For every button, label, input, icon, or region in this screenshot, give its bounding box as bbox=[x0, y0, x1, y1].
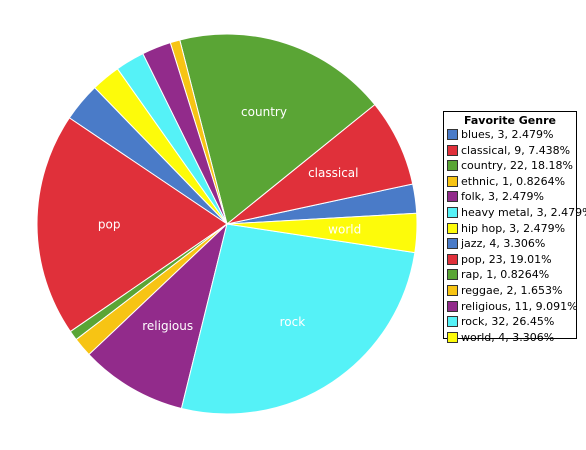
legend-entry-world: world, 4, 3.306% bbox=[444, 330, 576, 346]
legend-swatch bbox=[447, 316, 458, 328]
pie-slices bbox=[36, 33, 418, 415]
legend-entry-label: reggae, 2, 1.653% bbox=[461, 283, 563, 297]
legend-entry-label: heavy metal, 3, 2.479% bbox=[461, 205, 586, 219]
legend-entry-label: religious, 11, 9.091% bbox=[461, 299, 578, 313]
legend-swatch bbox=[447, 269, 458, 281]
legend-swatch bbox=[447, 253, 458, 265]
pie-slice-country bbox=[179, 33, 376, 225]
legend-entry-label: rap, 1, 0.8264% bbox=[461, 268, 550, 282]
pie-slice-rock bbox=[180, 223, 416, 415]
legend-entry-country: country, 22, 18.18% bbox=[444, 158, 576, 174]
legend-entry-label: rock, 32, 26.45% bbox=[461, 315, 555, 329]
legend-swatch bbox=[447, 238, 458, 250]
legend-swatch bbox=[447, 331, 458, 343]
legend-entry-jazz: jazz, 4, 3.306% bbox=[444, 236, 576, 252]
slice-label-classical: classical bbox=[308, 166, 358, 180]
legend-entry-reggae: reggae, 2, 1.653% bbox=[444, 283, 576, 299]
legend-swatch bbox=[447, 191, 458, 203]
slice-label-country: country bbox=[241, 105, 287, 119]
legend-entry-heavy-metal: heavy metal, 3, 2.479% bbox=[444, 205, 586, 221]
legend-entry-hip-hop: hip hop, 3, 2.479% bbox=[444, 221, 576, 237]
legend-entry-label: ethnic, 1, 0.8264% bbox=[461, 174, 566, 188]
legend-swatch bbox=[447, 160, 458, 172]
legend-entry-blues: blues, 3, 2.479% bbox=[444, 127, 576, 143]
legend-entry-religious: religious, 11, 9.091% bbox=[444, 299, 578, 315]
legend-entry-label: hip hop, 3, 2.479% bbox=[461, 221, 566, 235]
legend-entry-label: country, 22, 18.18% bbox=[461, 159, 573, 173]
legend-entry-label: folk, 3, 2.479% bbox=[461, 190, 544, 204]
legend-swatch bbox=[447, 175, 458, 187]
legend-entry-rock: rock, 32, 26.45% bbox=[444, 314, 576, 330]
legend-entries: blues, 3, 2.479% classical, 9, 7.438% coun… bbox=[444, 127, 586, 346]
legend-entry-label: pop, 23, 19.01% bbox=[461, 252, 552, 266]
legend-entry-label: classical, 9, 7.438% bbox=[461, 143, 571, 157]
legend-entry-folk: folk, 3, 2.479% bbox=[444, 189, 576, 205]
pie-slice-pop bbox=[36, 117, 228, 333]
legend-entry-ethnic: ethnic, 1, 0.8264% bbox=[444, 174, 576, 190]
legend-swatch bbox=[447, 129, 458, 140]
slice-label-rock: rock bbox=[280, 315, 306, 329]
legend-entry-label: blues, 3, 2.479% bbox=[461, 128, 554, 141]
legend-entry-label: world, 4, 3.306% bbox=[461, 330, 555, 344]
legend-swatch bbox=[447, 284, 458, 296]
legend: Favorite Genre blues, 3, 2.479% classical… bbox=[443, 111, 586, 344]
legend-entry-classical: classical, 9, 7.438% bbox=[444, 143, 576, 159]
slice-label-religious: religious bbox=[142, 319, 193, 333]
legend-entry-pop: pop, 23, 19.01% bbox=[444, 252, 576, 268]
legend-entry-rap: rap, 1, 0.8264% bbox=[444, 267, 576, 283]
legend-entry-label: jazz, 4, 3.306% bbox=[461, 237, 546, 251]
pie-slice-labels: classical country pop religious rock world bbox=[98, 105, 361, 333]
slice-label-pop: pop bbox=[98, 218, 121, 232]
legend-swatch bbox=[447, 222, 458, 234]
legend-swatch bbox=[447, 144, 458, 156]
legend-title: Favorite Genre bbox=[464, 114, 556, 127]
legend-swatch bbox=[447, 300, 458, 312]
pie-slice-world bbox=[226, 212, 418, 254]
legend-swatch bbox=[447, 206, 458, 218]
slice-label-world: world bbox=[328, 223, 361, 237]
